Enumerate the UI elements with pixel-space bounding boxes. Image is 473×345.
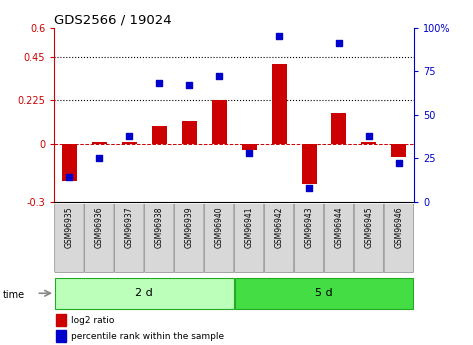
Text: GSM96936: GSM96936 xyxy=(95,206,104,248)
Text: time: time xyxy=(2,290,25,300)
FancyBboxPatch shape xyxy=(235,204,264,273)
Point xyxy=(275,33,283,39)
FancyBboxPatch shape xyxy=(175,204,204,273)
FancyBboxPatch shape xyxy=(55,204,84,273)
Text: GSM96946: GSM96946 xyxy=(394,206,403,248)
FancyBboxPatch shape xyxy=(55,278,234,309)
FancyBboxPatch shape xyxy=(324,204,354,273)
Point xyxy=(395,161,403,166)
Bar xyxy=(242,144,256,150)
Bar xyxy=(152,126,166,144)
Point xyxy=(335,40,343,46)
Text: log2 ratio: log2 ratio xyxy=(70,316,114,325)
FancyBboxPatch shape xyxy=(384,204,413,273)
Text: GSM96943: GSM96943 xyxy=(305,206,314,248)
Text: 5 d: 5 d xyxy=(315,288,333,297)
Text: GSM96935: GSM96935 xyxy=(65,206,74,248)
Bar xyxy=(56,330,66,342)
Bar xyxy=(361,142,377,144)
FancyBboxPatch shape xyxy=(204,204,234,273)
Bar xyxy=(302,144,316,185)
Bar xyxy=(182,120,197,144)
FancyBboxPatch shape xyxy=(264,204,294,273)
Bar xyxy=(122,142,137,144)
Text: percentile rank within the sample: percentile rank within the sample xyxy=(70,332,224,341)
Bar xyxy=(92,142,107,144)
Text: GDS2566 / 19024: GDS2566 / 19024 xyxy=(54,13,172,27)
Text: GSM96945: GSM96945 xyxy=(364,206,374,248)
Text: GSM96939: GSM96939 xyxy=(184,206,194,248)
Bar xyxy=(391,144,406,157)
Text: 2 d: 2 d xyxy=(135,288,153,297)
Point xyxy=(305,185,313,191)
Text: GSM96944: GSM96944 xyxy=(334,206,343,248)
FancyBboxPatch shape xyxy=(114,204,144,273)
Bar xyxy=(56,314,66,326)
FancyBboxPatch shape xyxy=(354,204,384,273)
Point xyxy=(156,81,163,86)
FancyBboxPatch shape xyxy=(294,204,324,273)
Point xyxy=(125,133,133,138)
Text: GSM96942: GSM96942 xyxy=(274,206,284,248)
Text: GSM96937: GSM96937 xyxy=(125,206,134,248)
Point xyxy=(66,175,73,180)
FancyBboxPatch shape xyxy=(145,204,174,273)
Point xyxy=(215,73,223,79)
Text: GSM96938: GSM96938 xyxy=(155,206,164,248)
Bar xyxy=(332,113,346,144)
Point xyxy=(365,133,373,138)
Bar xyxy=(211,100,227,144)
FancyBboxPatch shape xyxy=(235,278,413,309)
FancyBboxPatch shape xyxy=(85,204,114,273)
Bar xyxy=(272,65,287,144)
Bar xyxy=(62,144,77,180)
Point xyxy=(185,82,193,88)
Point xyxy=(96,156,103,161)
Text: GSM96940: GSM96940 xyxy=(215,206,224,248)
Text: GSM96941: GSM96941 xyxy=(245,206,254,248)
Point xyxy=(245,150,253,156)
